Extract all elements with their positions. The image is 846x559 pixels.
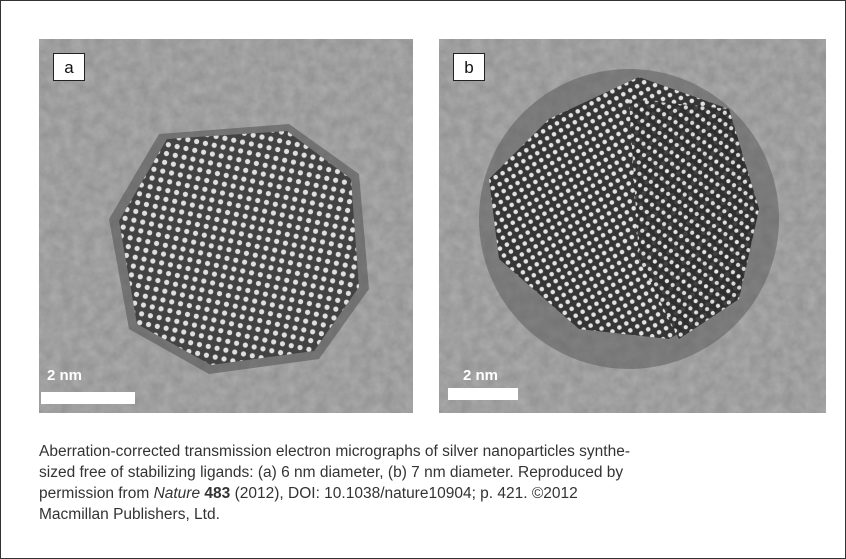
caption-line: sized free of stabilizing ligands: (a) 6… [39,462,630,483]
micrograph-image [439,39,826,413]
scale-bar [41,392,135,404]
figure: a 2 nm b 2 nm Aberration-corrected trans… [0,0,846,559]
scale-bar [448,388,518,400]
volume: 483 [204,485,230,502]
caption: Aberration-corrected transmission electr… [39,441,630,525]
journal-name: Nature [154,485,201,502]
panel-label: a [53,53,85,81]
panel-label: b [453,53,485,81]
micrograph-a: a 2 nm [39,39,413,413]
scale-bar-label: 2 nm [463,367,498,384]
micrograph-image [39,39,413,413]
caption-text: permission from [39,485,149,502]
caption-line: Macmillan Publishers, Ltd. [39,504,630,525]
caption-text: (2012), DOI: 10.1038/nature10904; p. 421… [235,485,578,502]
caption-line: permission from Nature 483 (2012), DOI: … [39,483,630,504]
caption-line: Aberration-corrected transmission electr… [39,441,630,462]
micrograph-b: b 2 nm [439,39,826,413]
scale-bar-label: 2 nm [47,367,82,384]
